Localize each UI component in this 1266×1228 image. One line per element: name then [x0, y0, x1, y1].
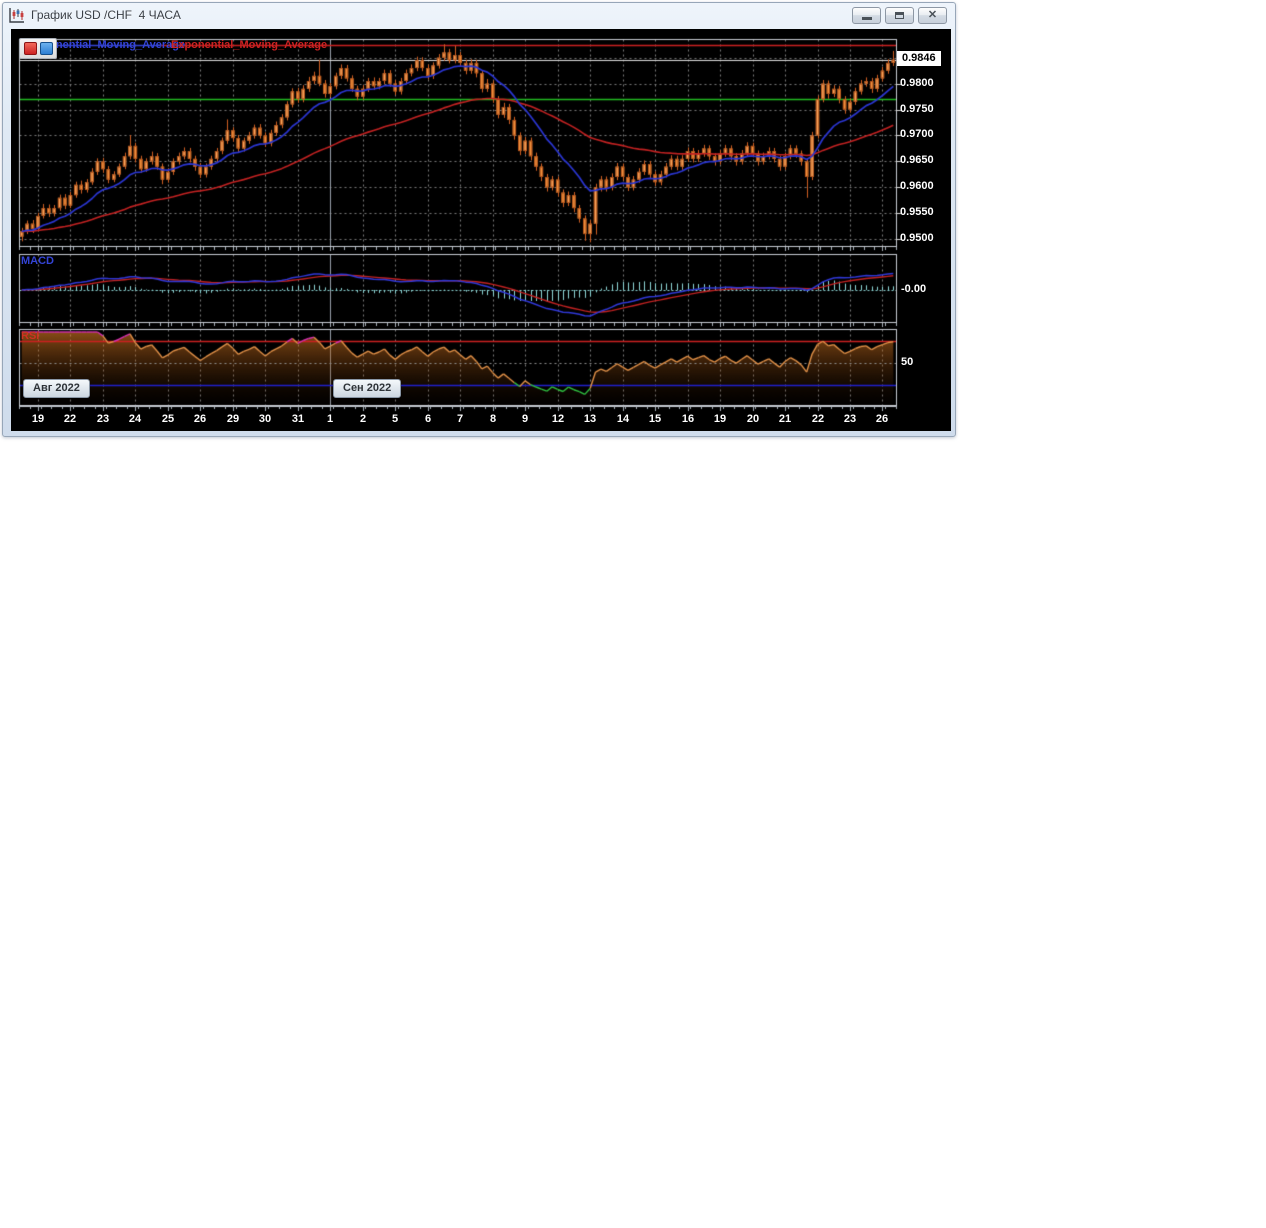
remove-red-indicator-button[interactable]	[23, 42, 37, 55]
close-button[interactable]: ✕	[918, 7, 947, 24]
time-axis-day-label: 1	[326, 413, 334, 425]
time-axis-day-label: 14	[616, 413, 630, 425]
time-axis-day-label: 13	[583, 413, 597, 425]
time-axis-day-label: 8	[489, 413, 497, 425]
title-bar[interactable]: График USD /CHF 4 ЧАСА ✕	[3, 3, 955, 27]
chart-window: График USD /CHF 4 ЧАСА ✕ Exponential_Mov…	[2, 2, 956, 437]
window-title: График USD /CHF 4 ЧАСА	[31, 8, 181, 22]
maximize-button[interactable]	[885, 7, 914, 24]
current-price-tag: 0.9846	[897, 51, 941, 66]
time-axis-day-label: 19	[713, 413, 727, 425]
chart-client-area: Exponential_Moving_Average Exponential_M…	[11, 29, 951, 431]
time-axis-day-label: 2	[359, 413, 367, 425]
time-axis-day-label: 25	[161, 413, 175, 425]
time-axis-day-label: 23	[843, 413, 857, 425]
minimize-icon	[861, 17, 872, 20]
time-axis-day-label: 26	[193, 413, 207, 425]
price-axis-label: 0.9550	[900, 206, 934, 218]
time-axis-day-label: 29	[226, 413, 240, 425]
minimize-button[interactable]	[852, 7, 881, 24]
time-axis-day-label: 16	[681, 413, 695, 425]
time-axis-day-label: 9	[521, 413, 529, 425]
rsi-panel-label: RSI	[21, 330, 40, 342]
time-axis-day-label: 22	[811, 413, 825, 425]
time-axis-day-label: 15	[648, 413, 662, 425]
legend-ema-red: Exponential_Moving_Average	[171, 39, 328, 51]
maximize-icon	[895, 12, 904, 19]
legend-ema-blue: Exponential_Moving_Average	[29, 39, 186, 51]
price-axis-label: 0.9800	[900, 77, 934, 89]
price-chart-canvas[interactable]	[11, 29, 951, 431]
macd-panel-label: MACD	[21, 255, 54, 267]
time-axis-day-label: 7	[456, 413, 464, 425]
time-axis-day-label: 12	[551, 413, 565, 425]
price-axis-label: 0.9650	[900, 154, 934, 166]
time-axis-day-label: 5	[391, 413, 399, 425]
price-axis-label: 0.9750	[900, 103, 934, 115]
time-axis-day-label: 22	[63, 413, 77, 425]
rsi-axis-label: 50	[901, 356, 914, 368]
time-axis-day-label: 20	[746, 413, 760, 425]
month-badge-september: Сен 2022	[333, 379, 402, 398]
price-axis-label: 0.9700	[900, 128, 934, 140]
time-axis-day-label: 31	[291, 413, 305, 425]
time-axis-day-label: 26	[875, 413, 889, 425]
candlestick-chart-icon	[9, 7, 24, 23]
month-badge-august: Авг 2022	[23, 379, 90, 398]
remove-blue-indicator-button[interactable]	[39, 42, 53, 55]
time-axis-day-label: 23	[96, 413, 110, 425]
window-controls: ✕	[852, 7, 947, 24]
price-axis-label: 0.9500	[900, 232, 934, 244]
price-axis-label: 0.9600	[900, 180, 934, 192]
time-axis-day-label: 21	[778, 413, 792, 425]
time-axis-day-label: 24	[128, 413, 142, 425]
time-axis-day-label: 19	[31, 413, 45, 425]
macd-axis-label: -0.00	[901, 283, 927, 295]
time-axis-day-label: 30	[258, 413, 272, 425]
indicator-buttons-panel	[19, 38, 57, 59]
time-axis-day-label: 6	[424, 413, 432, 425]
close-icon: ✕	[927, 9, 938, 21]
